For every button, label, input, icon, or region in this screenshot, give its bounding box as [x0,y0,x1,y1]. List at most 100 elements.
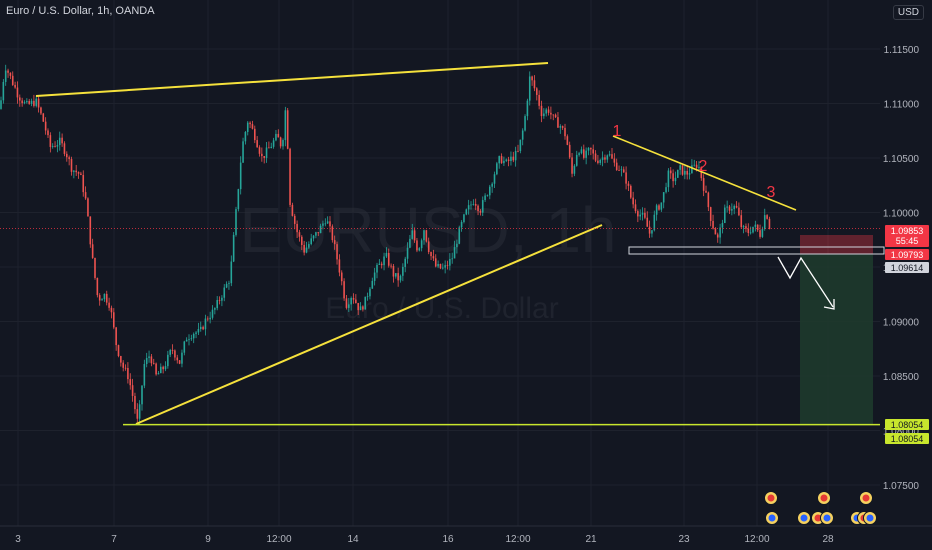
candle-body [519,139,522,152]
candle-body [176,357,179,361]
candle-body [620,169,623,171]
candle-body [211,309,214,318]
candle-body [162,366,164,370]
candle-body [258,147,261,154]
candle-body [289,148,291,205]
candle-body [601,157,604,160]
candle-body [702,178,705,191]
candle-body [724,207,726,223]
event-flag-icon-inner [767,494,775,502]
candle-body [575,154,578,166]
candle-body [167,354,169,367]
price-label-text: 1.08054 [891,434,924,444]
candle-body [362,306,364,310]
candle-body [418,248,421,251]
candle-body [221,297,223,301]
event-flag-icon-inner [862,494,870,502]
price-label-text: 1.09853 [891,226,924,236]
candle-body [387,252,390,266]
candle-body [319,225,322,234]
stop-loss-zone [800,235,873,255]
candle-body [87,198,89,217]
candle-body [667,170,670,188]
drawings[interactable]: 1 2 3 [0,62,885,426]
candle-body [604,157,606,160]
candle-body [279,137,282,147]
candle-body [181,352,183,364]
candle-body [261,153,263,157]
candle-body [185,339,188,342]
candle-body [30,100,33,104]
price-label-box [885,433,929,444]
candle-body [14,84,16,88]
time-tick-label: 12:00 [744,534,769,545]
candle-body [505,159,508,161]
candle-body [16,87,19,98]
candle-body [178,360,181,364]
candle-body [348,304,350,308]
candle-body [190,338,193,340]
currency-button[interactable]: USD [892,5,924,20]
candle-body [242,141,244,163]
candle-body [754,224,757,227]
candle-body [207,318,209,320]
candle-body [477,205,479,212]
candle-body [395,273,397,277]
candle-body [446,265,449,266]
candle-body [265,147,268,158]
candle-body [350,297,352,305]
symbol-title[interactable]: Euro / U.S. Dollar, 1h, OANDA [6,5,155,17]
candle-body [726,206,728,208]
candle-body [371,280,374,289]
candle-body [296,223,298,233]
candle-body [136,409,139,419]
candle-body [244,131,247,142]
candle-body [632,197,634,205]
candle-body [197,329,200,333]
candle-body [578,153,580,155]
candle-body [463,214,465,222]
candle-body [315,232,317,236]
candle-body [768,218,771,230]
candle-body [420,240,423,249]
candle-body [533,80,536,89]
candle-body [721,222,724,228]
price-label-box [885,249,929,260]
candle-body [49,135,52,147]
candle-body [317,232,320,234]
candle-body [500,156,503,164]
candle-body [674,177,677,182]
event-icons[interactable] [764,491,877,525]
candle-body [496,163,498,175]
candle-body [282,140,284,147]
candle-body [324,223,327,225]
support-rectangle[interactable] [628,246,885,255]
candle-body [214,308,216,310]
projection-arrow[interactable] [777,256,834,308]
candle-body [145,358,148,364]
candle-body [399,275,402,281]
candle-body [627,183,630,186]
candle-body [677,169,679,178]
candle-body [84,192,87,199]
upper-trendline[interactable] [35,62,549,97]
lower-trendline[interactable] [135,224,603,425]
candle-body [312,235,315,239]
candle-body [411,230,414,239]
candle-body [521,130,524,140]
candle-body [68,157,70,160]
candle-body [286,110,289,149]
price-tick-label: 1.08000 [883,427,920,438]
candle-body [63,143,66,154]
candle-body [592,149,594,154]
wave-trendline[interactable] [612,135,797,211]
candle-body [641,212,644,215]
candle-body [404,258,406,267]
candle-body [698,166,700,168]
price-tick-label: 1.10500 [883,154,920,165]
candle-body [96,277,99,296]
candle-body [733,205,735,210]
candle-body [357,303,359,311]
candle-body [761,228,764,237]
